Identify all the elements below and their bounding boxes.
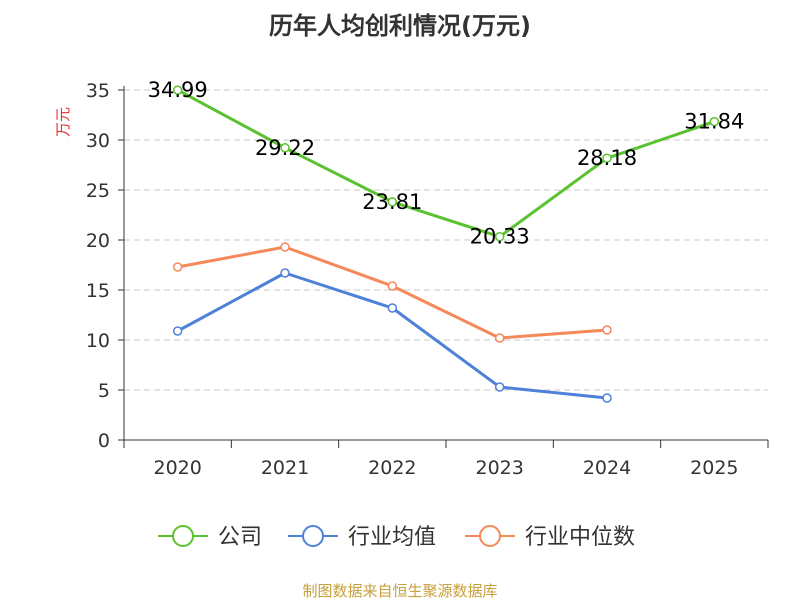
data-point <box>602 393 612 403</box>
data-point <box>709 116 720 127</box>
legend-item[interactable]: 行业中位数 <box>465 525 635 550</box>
y-tick-label: 15 <box>86 280 110 302</box>
y-tick-label: 35 <box>86 80 110 102</box>
data-label: 28.18 <box>577 146 637 170</box>
series-lines <box>172 85 720 403</box>
data-point <box>602 325 612 335</box>
grid-lines <box>124 89 768 391</box>
legend-label: 公司 <box>218 525 262 550</box>
source-note: 制图数据来自恒生聚源数据库 <box>302 582 498 600</box>
y-tick-label: 25 <box>86 180 110 202</box>
legend-marker <box>172 525 194 547</box>
legend: 公司 行业均值 行业中位数 <box>158 525 635 550</box>
data-label: 20.33 <box>470 225 530 249</box>
series-line <box>176 88 715 239</box>
y-axis-label: 万元 <box>54 107 72 137</box>
data-point <box>280 268 290 278</box>
data-label: 31.84 <box>684 110 744 134</box>
data-labels: 34.99 29.22 23.81 20.33 28.18 31.84 <box>148 78 745 249</box>
legend-label: 行业均值 <box>348 525 436 550</box>
data-point <box>172 85 183 95</box>
legend-marker <box>302 525 324 547</box>
y-tick-label: 20 <box>86 230 110 252</box>
y-tick-label: 5 <box>98 380 110 402</box>
legend-marker <box>479 525 501 547</box>
legend-item[interactable]: 行业均值 <box>288 525 436 550</box>
axes <box>118 86 769 448</box>
y-tick-label: 30 <box>86 130 110 152</box>
legend-item[interactable]: 公司 <box>158 525 262 550</box>
x-tick-label: 2023 <box>475 457 523 479</box>
x-tick-label: 2022 <box>368 457 416 479</box>
x-tick-label: 2024 <box>583 457 631 479</box>
data-point <box>494 333 505 343</box>
data-point <box>172 262 183 272</box>
data-label: 29.22 <box>255 136 315 160</box>
chart-title: 历年人均创利情况(万元) <box>269 12 531 40</box>
x-tick-label: 2020 <box>153 457 201 479</box>
data-point <box>494 231 505 242</box>
data-point <box>387 303 398 313</box>
data-point <box>602 153 612 163</box>
data-point <box>387 197 398 207</box>
data-label: 23.81 <box>362 190 422 214</box>
data-label: 34.99 <box>148 78 208 102</box>
y-tick-label: 0 <box>98 430 110 452</box>
y-tick-labels: 0 5 10 15 20 25 30 35 <box>86 80 110 452</box>
series-line <box>177 245 608 340</box>
x-tick-label: 2021 <box>261 457 309 479</box>
data-point <box>494 382 505 392</box>
data-point <box>172 326 183 336</box>
data-point <box>387 281 398 291</box>
x-tick-label: 2025 <box>690 457 738 479</box>
data-point <box>280 242 290 252</box>
legend-label: 行业中位数 <box>525 525 635 550</box>
y-tick-label: 10 <box>86 330 110 352</box>
x-tick-labels: 2020 2021 2022 2023 2024 2025 <box>153 457 738 479</box>
data-point <box>280 143 290 153</box>
